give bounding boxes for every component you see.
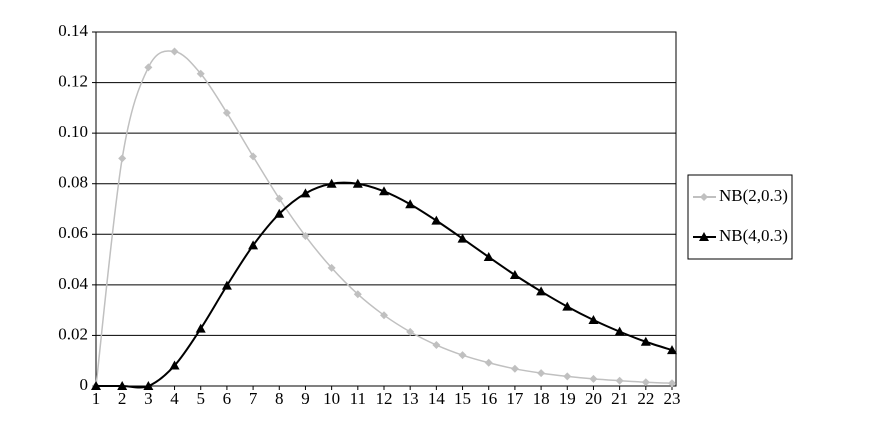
point-marker bbox=[326, 178, 337, 188]
point-marker bbox=[537, 369, 546, 378]
point-marker bbox=[170, 47, 179, 56]
point-marker bbox=[274, 208, 285, 218]
point-marker bbox=[169, 360, 180, 370]
point-marker bbox=[222, 108, 231, 117]
y-tick-label: 0.14 bbox=[58, 21, 88, 40]
x-tick-label: 11 bbox=[350, 389, 366, 408]
x-tick-label: 14 bbox=[428, 389, 446, 408]
x-tick-label: 18 bbox=[533, 389, 550, 408]
x-tick-label: 13 bbox=[402, 389, 419, 408]
point-marker bbox=[588, 315, 599, 325]
point-marker bbox=[615, 376, 624, 385]
point-marker bbox=[379, 186, 389, 196]
legend-label: NB(2,0.3) bbox=[719, 186, 788, 205]
x-tick-label: 4 bbox=[170, 389, 179, 408]
x-tick-label: 3 bbox=[144, 389, 153, 408]
point-marker bbox=[562, 301, 573, 311]
point-marker bbox=[641, 378, 650, 387]
point-marker bbox=[275, 194, 284, 203]
x-tick-label: 15 bbox=[454, 389, 471, 408]
point-marker bbox=[405, 199, 416, 209]
plot-area bbox=[95, 31, 677, 387]
point-marker bbox=[195, 323, 206, 333]
x-tick-label: 7 bbox=[249, 389, 258, 408]
point-marker bbox=[196, 69, 205, 78]
point-marker bbox=[484, 358, 493, 367]
x-tick-label: 9 bbox=[301, 389, 310, 408]
x-tick-label: 12 bbox=[376, 389, 393, 408]
y-tick-label: 0.04 bbox=[58, 274, 88, 293]
point-marker bbox=[406, 327, 415, 336]
point-marker bbox=[352, 178, 363, 188]
x-tick-label: 16 bbox=[480, 389, 497, 408]
point-marker bbox=[536, 286, 547, 296]
x-tick-label: 5 bbox=[196, 389, 205, 408]
point-marker bbox=[91, 381, 101, 390]
point-marker bbox=[144, 63, 153, 72]
y-tick-label: 0.12 bbox=[58, 71, 88, 90]
point-marker bbox=[327, 263, 336, 272]
point-marker bbox=[117, 381, 128, 390]
x-tick-label: 17 bbox=[506, 389, 524, 408]
point-marker bbox=[249, 152, 258, 161]
point-marker bbox=[431, 215, 442, 225]
legend-box bbox=[687, 174, 793, 260]
point-marker bbox=[221, 280, 232, 290]
point-marker bbox=[118, 154, 127, 163]
legend-label: NB(4,0.3) bbox=[719, 226, 788, 245]
x-tick-label: 8 bbox=[275, 389, 284, 408]
point-marker bbox=[458, 351, 467, 360]
x-tick-label: 19 bbox=[559, 389, 576, 408]
point-marker bbox=[248, 240, 259, 250]
point-marker bbox=[510, 364, 519, 373]
point-marker bbox=[667, 345, 677, 355]
point-marker bbox=[380, 311, 388, 320]
point-marker bbox=[353, 290, 362, 299]
x-tick-label: 2 bbox=[118, 389, 127, 408]
y-tick-label: 0.08 bbox=[58, 173, 88, 192]
x-tick-label: 21 bbox=[611, 389, 628, 408]
point-marker bbox=[668, 379, 676, 388]
x-tick-label: 20 bbox=[585, 389, 602, 408]
x-tick-label: 6 bbox=[223, 389, 232, 408]
x-tick-label: 23 bbox=[664, 389, 681, 408]
point-marker bbox=[300, 188, 311, 198]
point-marker bbox=[483, 252, 494, 262]
point-marker bbox=[509, 269, 520, 279]
point-marker bbox=[640, 336, 651, 346]
point-marker bbox=[563, 372, 572, 381]
point-marker bbox=[301, 232, 310, 241]
point-marker bbox=[457, 233, 468, 243]
x-tick-label: 10 bbox=[323, 389, 340, 408]
point-marker bbox=[699, 232, 709, 241]
point-marker bbox=[614, 326, 625, 336]
point-marker bbox=[700, 193, 708, 201]
x-tick-label: 22 bbox=[637, 389, 654, 408]
x-tick-label: 1 bbox=[92, 389, 101, 408]
y-tick-label: 0.06 bbox=[58, 223, 88, 242]
point-marker bbox=[143, 381, 154, 390]
point-marker bbox=[589, 374, 598, 383]
y-tick-label: 0.10 bbox=[58, 122, 88, 141]
y-tick-label: 0 bbox=[80, 375, 89, 394]
y-tick-label: 0.02 bbox=[58, 324, 88, 343]
point-marker bbox=[432, 341, 441, 350]
